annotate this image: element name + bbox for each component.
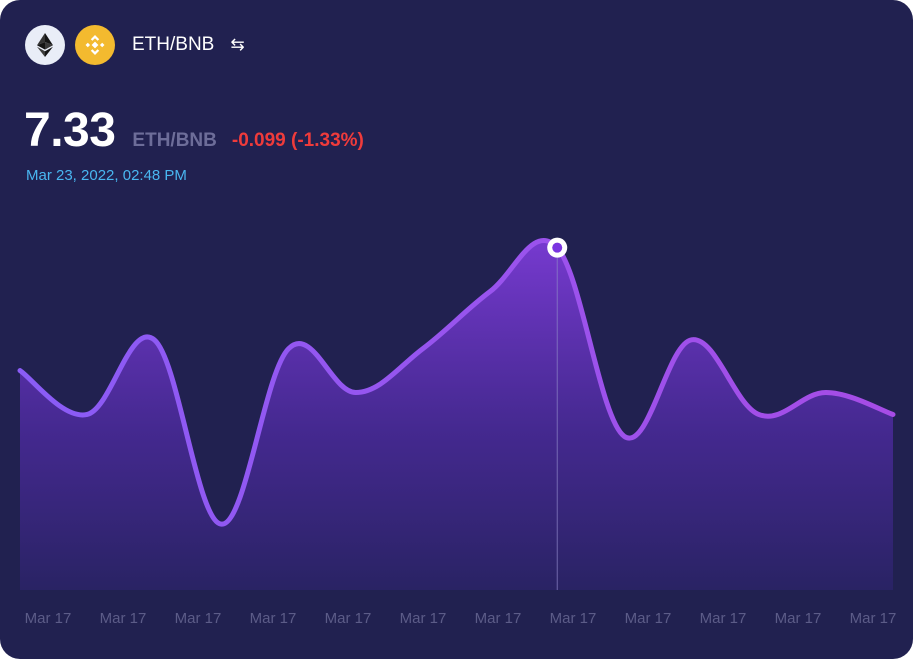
ethereum-icon — [25, 25, 65, 65]
current-price: 7.33 — [24, 104, 116, 157]
x-tick-label: Mar 17 — [25, 610, 72, 627]
x-tick-label: Mar 17 — [700, 610, 747, 627]
price-unit: ETH/BNB — [132, 130, 217, 151]
x-tick-label: Mar 17 — [850, 610, 897, 627]
price-change: -0.099 (-1.33%) — [231, 130, 364, 151]
pair-header: ETH/BNB ⇆ — [25, 25, 245, 65]
x-tick-label: Mar 17 — [250, 610, 297, 627]
binance-coin-icon — [75, 25, 115, 65]
x-tick-label: Mar 17 — [100, 610, 147, 627]
x-tick-label: Mar 17 — [475, 610, 522, 627]
x-tick-label: Mar 17 — [550, 610, 597, 627]
highlight-point-center — [552, 242, 563, 253]
x-tick-label: Mar 17 — [625, 610, 672, 627]
price-timestamp: Mar 23, 2022, 02:48 PM — [26, 167, 187, 184]
x-tick-label: Mar 17 — [175, 610, 222, 627]
chart-line — [17, 238, 896, 527]
x-tick-label: Mar 17 — [400, 610, 447, 627]
pair-title: ETH/BNB — [132, 34, 215, 55]
price-row: 7.33 ETH/BNB -0.099 (-1.33%) — [24, 103, 364, 158]
swap-arrows-icon[interactable]: ⇆ — [230, 35, 245, 55]
x-tick-label: Mar 17 — [775, 610, 822, 627]
x-tick-label: Mar 17 — [325, 610, 372, 627]
x-axis: Mar 17 Mar 17 Mar 17 Mar 17 Mar 17 Mar 17 Mar … — [25, 610, 897, 627]
